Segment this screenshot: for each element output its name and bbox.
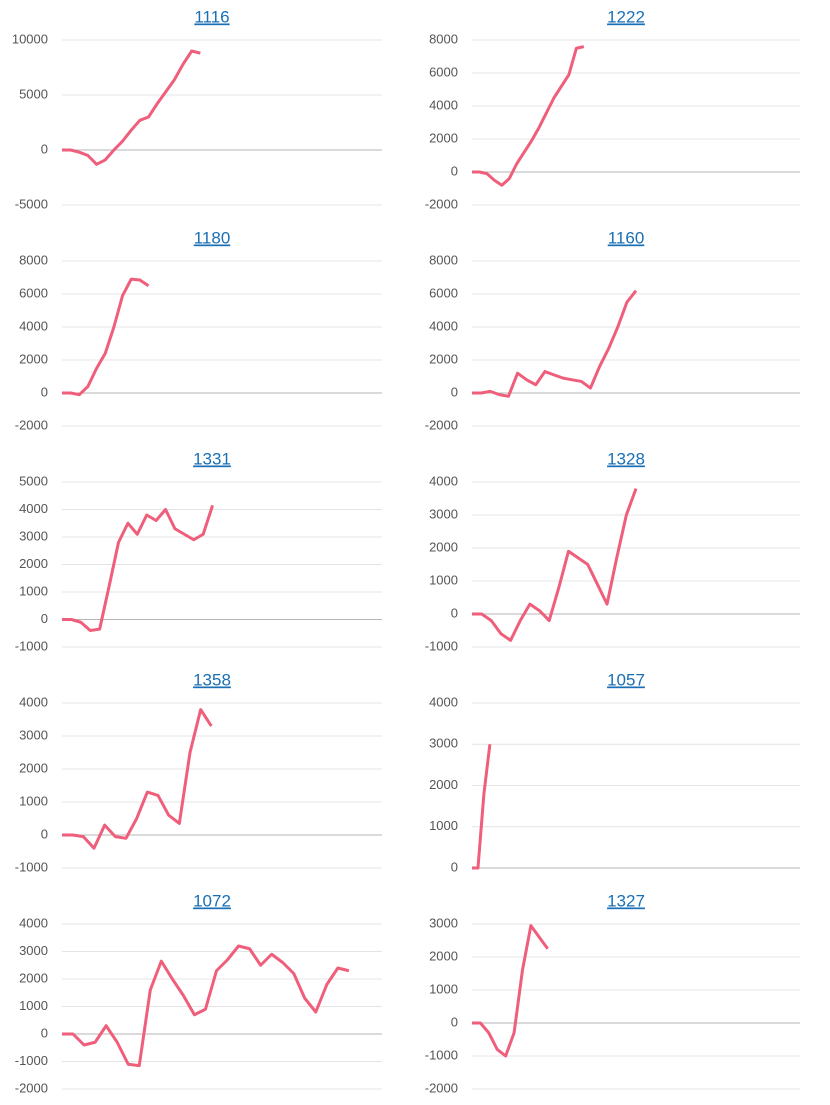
y-tick-label: 1000: [429, 981, 458, 996]
chart-title[interactable]: 1222: [607, 7, 645, 26]
y-tick-label: 2000: [19, 351, 48, 366]
y-tick-label: 2000: [19, 556, 48, 571]
y-tick-label: 3000: [19, 727, 48, 742]
y-tick-label: -1000: [15, 638, 48, 653]
y-tick-label: 4000: [19, 318, 48, 333]
y-tick-label: 1000: [429, 818, 458, 833]
y-tick-label: 8000: [429, 31, 458, 46]
y-tick-label: 0: [41, 141, 48, 156]
y-tick-label: 6000: [19, 285, 48, 300]
y-tick-label: 2000: [19, 760, 48, 775]
y-tick-label: 3000: [429, 736, 458, 751]
y-tick-label: -1000: [425, 638, 458, 653]
y-tick-label: -2000: [425, 1080, 458, 1095]
y-tick-label: 0: [41, 826, 48, 841]
y-tick-label: 6000: [429, 64, 458, 79]
y-tick-label: -2000: [425, 417, 458, 432]
y-tick-label: 1000: [429, 572, 458, 587]
data-line: [472, 744, 492, 870]
data-line: [62, 944, 350, 1068]
data-line: [62, 504, 215, 632]
y-tick-label: 5000: [19, 86, 48, 101]
y-tick-label: 1000: [19, 793, 48, 808]
y-tick-label: 8000: [429, 252, 458, 267]
y-tick-label: 2000: [19, 970, 48, 985]
chart-title[interactable]: 1180: [194, 228, 231, 247]
y-tick-label: 0: [41, 1025, 48, 1040]
y-tick-label: 3000: [19, 528, 48, 543]
data-line: [62, 708, 213, 850]
y-tick-label: 2000: [429, 777, 458, 792]
y-tick-label: -1000: [15, 859, 48, 874]
data-line: [62, 49, 201, 166]
y-tick-label: 10000: [12, 31, 48, 46]
data-line: [62, 277, 150, 397]
chart-title[interactable]: 1331: [193, 449, 231, 468]
y-tick-label: 2000: [429, 948, 458, 963]
y-tick-label: 4000: [429, 97, 458, 112]
chart-title[interactable]: 1116: [194, 7, 229, 26]
chart-title[interactable]: 1358: [193, 670, 231, 689]
y-tick-label: 3000: [429, 506, 458, 521]
chart-title[interactable]: 1327: [607, 891, 645, 910]
y-tick-label: 2000: [429, 351, 458, 366]
y-tick-label: -2000: [15, 1080, 48, 1095]
y-tick-label: 4000: [429, 694, 458, 709]
y-tick-label: 0: [451, 605, 458, 620]
data-line: [472, 289, 638, 398]
y-tick-label: 3000: [19, 943, 48, 958]
y-tick-label: 0: [451, 859, 458, 874]
chart-title[interactable]: 1328: [607, 449, 645, 468]
y-tick-label: 2000: [429, 539, 458, 554]
y-tick-label: 3000: [429, 915, 458, 930]
y-tick-label: 4000: [19, 915, 48, 930]
y-tick-label: 4000: [19, 694, 48, 709]
data-line: [472, 45, 585, 187]
data-line: [472, 488, 638, 642]
y-tick-label: -5000: [15, 196, 48, 211]
y-tick-label: -2000: [425, 196, 458, 211]
chart-title[interactable]: 1057: [607, 670, 645, 689]
chart-title[interactable]: 1072: [193, 891, 231, 910]
y-tick-label: 4000: [429, 318, 458, 333]
y-tick-label: 6000: [429, 285, 458, 300]
y-tick-label: -2000: [15, 417, 48, 432]
chart-title[interactable]: 1160: [608, 228, 645, 247]
y-tick-label: 1000: [19, 998, 48, 1013]
y-tick-label: 0: [451, 163, 458, 178]
data-line: [472, 924, 549, 1058]
y-tick-label: 2000: [429, 130, 458, 145]
y-tick-label: 0: [451, 384, 458, 399]
y-tick-label: 4000: [429, 473, 458, 488]
y-tick-label: -1000: [15, 1053, 48, 1068]
y-tick-label: 0: [41, 384, 48, 399]
y-tick-label: 5000: [19, 473, 48, 488]
y-tick-label: -1000: [425, 1047, 458, 1062]
y-tick-label: 8000: [19, 252, 48, 267]
y-tick-label: 4000: [19, 501, 48, 516]
y-tick-label: 1000: [19, 583, 48, 598]
y-tick-label: 0: [451, 1014, 458, 1029]
y-tick-label: 0: [41, 611, 48, 626]
